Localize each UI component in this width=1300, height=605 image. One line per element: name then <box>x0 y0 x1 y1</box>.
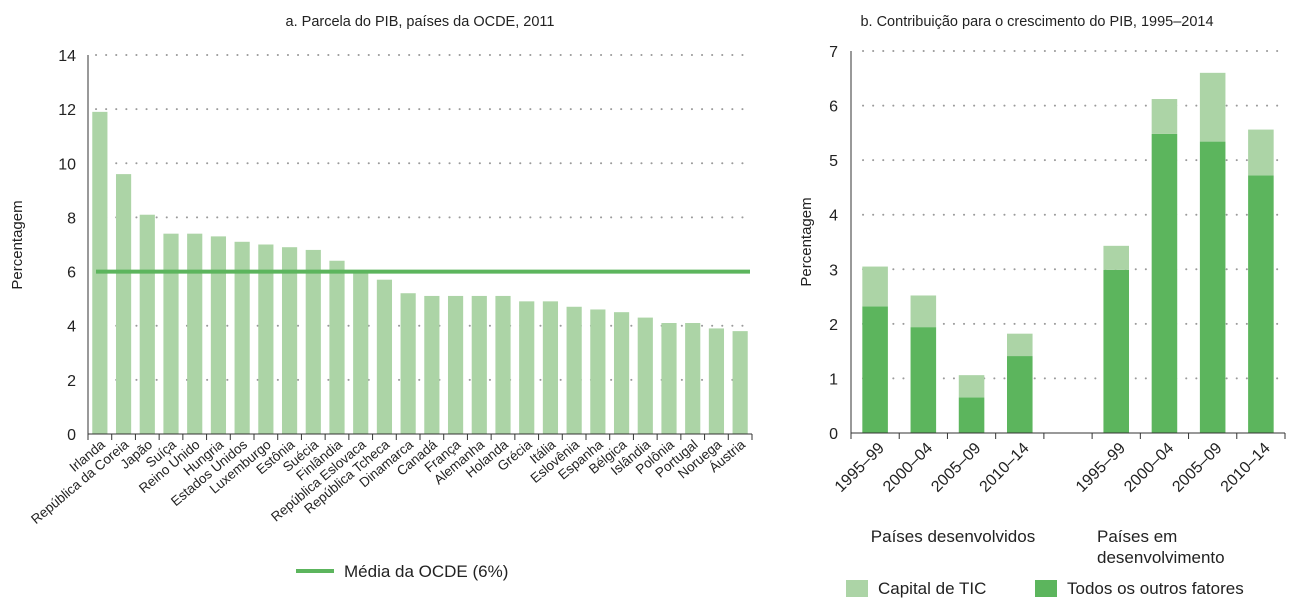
panel-a-y-tick-label: 14 <box>58 48 76 65</box>
bar-ict-capital-3 <box>1006 333 1033 357</box>
bar-13 <box>400 293 416 434</box>
bar-3 <box>163 233 179 434</box>
bar-other-factors-3 <box>1006 356 1033 433</box>
group-label-developing-line2: desenvolvimento <box>1097 548 1225 567</box>
legend-ict-capital-swatch <box>846 580 868 597</box>
panel-b-y-tick-label: 5 <box>829 153 838 170</box>
bar-7 <box>258 244 274 434</box>
panel-b-category-label: 2000–04 <box>880 440 936 496</box>
panel-a-y-tick-label: 0 <box>67 427 76 444</box>
bar-other-factors-6 <box>1199 141 1226 434</box>
panel-b-category-label: 2010–14 <box>1218 440 1274 496</box>
bar-21 <box>590 309 606 434</box>
bar-14 <box>424 295 440 434</box>
panel-a-y-tick-label: 6 <box>67 265 76 282</box>
bar-other-factors-0 <box>862 306 888 433</box>
panel-a-y-tick-label: 8 <box>67 210 76 227</box>
panel-b-ylabel: Percentagem <box>798 197 815 286</box>
bar-27 <box>732 331 748 434</box>
panel-b-title: b. Contribuição para o crescimento do PI… <box>860 14 1213 30</box>
bar-other-factors-7 <box>1248 175 1274 433</box>
bar-ict-capital-5 <box>1151 99 1178 134</box>
group-label-developing: Países em desenvolvimento <box>1097 527 1225 567</box>
panel-b-category-label: 1995–99 <box>832 440 888 496</box>
panel-b-category-label: 2005–09 <box>928 440 984 496</box>
bar-ict-capital-2 <box>958 375 985 398</box>
bar-11 <box>353 271 369 434</box>
bar-1 <box>115 174 132 434</box>
bar-other-factors-4 <box>1103 269 1130 433</box>
bar-20 <box>566 306 582 434</box>
panel-a: a. Parcela do PIB, países da OCDE, 2011 … <box>9 14 753 581</box>
bar-10 <box>329 260 345 434</box>
bar-16 <box>471 295 487 434</box>
panel-b: b. Contribuição para o crescimento do PI… <box>798 14 1286 598</box>
panel-b-y-tick-label: 2 <box>829 317 838 334</box>
legend-oecd-average-label: Média da OCDE (6%) <box>344 562 508 581</box>
panel-b-y-tick-label: 0 <box>829 426 838 443</box>
bar-24 <box>661 323 677 434</box>
bar-ict-capital-7 <box>1248 129 1274 176</box>
bar-23 <box>637 317 653 434</box>
bar-19 <box>542 301 559 434</box>
bar-ict-capital-6 <box>1199 72 1226 142</box>
bar-9 <box>305 249 321 434</box>
panel-b-category-label: 2000–04 <box>1121 440 1177 496</box>
bar-4 <box>187 233 203 434</box>
panel-b-y-tick-label: 4 <box>829 208 838 225</box>
bar-8 <box>281 247 298 434</box>
panel-b-y-tick-label: 3 <box>829 262 838 279</box>
bar-other-factors-1 <box>910 327 937 433</box>
legend-other-factors-swatch <box>1035 580 1057 597</box>
panel-a-y-tick-label: 2 <box>67 373 76 390</box>
group-label-developed: Países desenvolvidos <box>871 527 1035 546</box>
bar-15 <box>447 295 464 434</box>
bar-12 <box>376 279 393 434</box>
bar-ict-capital-4 <box>1103 245 1130 270</box>
bar-18 <box>519 301 535 434</box>
legend-ict-capital-label: Capital de TIC <box>878 579 986 598</box>
panel-a-title: a. Parcela do PIB, países da OCDE, 2011 <box>286 14 555 30</box>
bar-26 <box>708 328 725 434</box>
panel-b-y-tick-label: 6 <box>829 99 838 116</box>
legend-other-factors-label: Todos os outros fatores <box>1067 579 1244 598</box>
panel-b-y-tick-label: 1 <box>829 371 838 388</box>
group-label-developing-line1: Países em <box>1097 527 1177 546</box>
bar-17 <box>495 295 511 434</box>
panel-b-category-label: 2005–09 <box>1169 440 1225 496</box>
bar-ict-capital-1 <box>910 295 937 328</box>
panel-b-y-tick-label: 7 <box>829 44 838 61</box>
bar-ict-capital-0 <box>862 266 888 307</box>
bar-2 <box>139 214 155 434</box>
panel-a-y-tick-label: 12 <box>58 102 76 119</box>
bar-5 <box>210 236 227 434</box>
panel-a-ylabel: Percentagem <box>9 200 26 289</box>
panel-b-category-label: 2010–14 <box>977 440 1033 496</box>
bar-22 <box>613 312 630 434</box>
bar-other-factors-5 <box>1151 133 1178 433</box>
bar-25 <box>685 323 701 434</box>
panel-a-y-tick-label: 10 <box>58 156 76 173</box>
panel-a-y-tick-label: 4 <box>67 319 76 336</box>
panel-b-category-label: 1995–99 <box>1073 440 1129 496</box>
panel-a-category-label: República da Coreia <box>28 436 132 526</box>
bar-6 <box>234 241 250 434</box>
bar-other-factors-2 <box>958 397 985 433</box>
